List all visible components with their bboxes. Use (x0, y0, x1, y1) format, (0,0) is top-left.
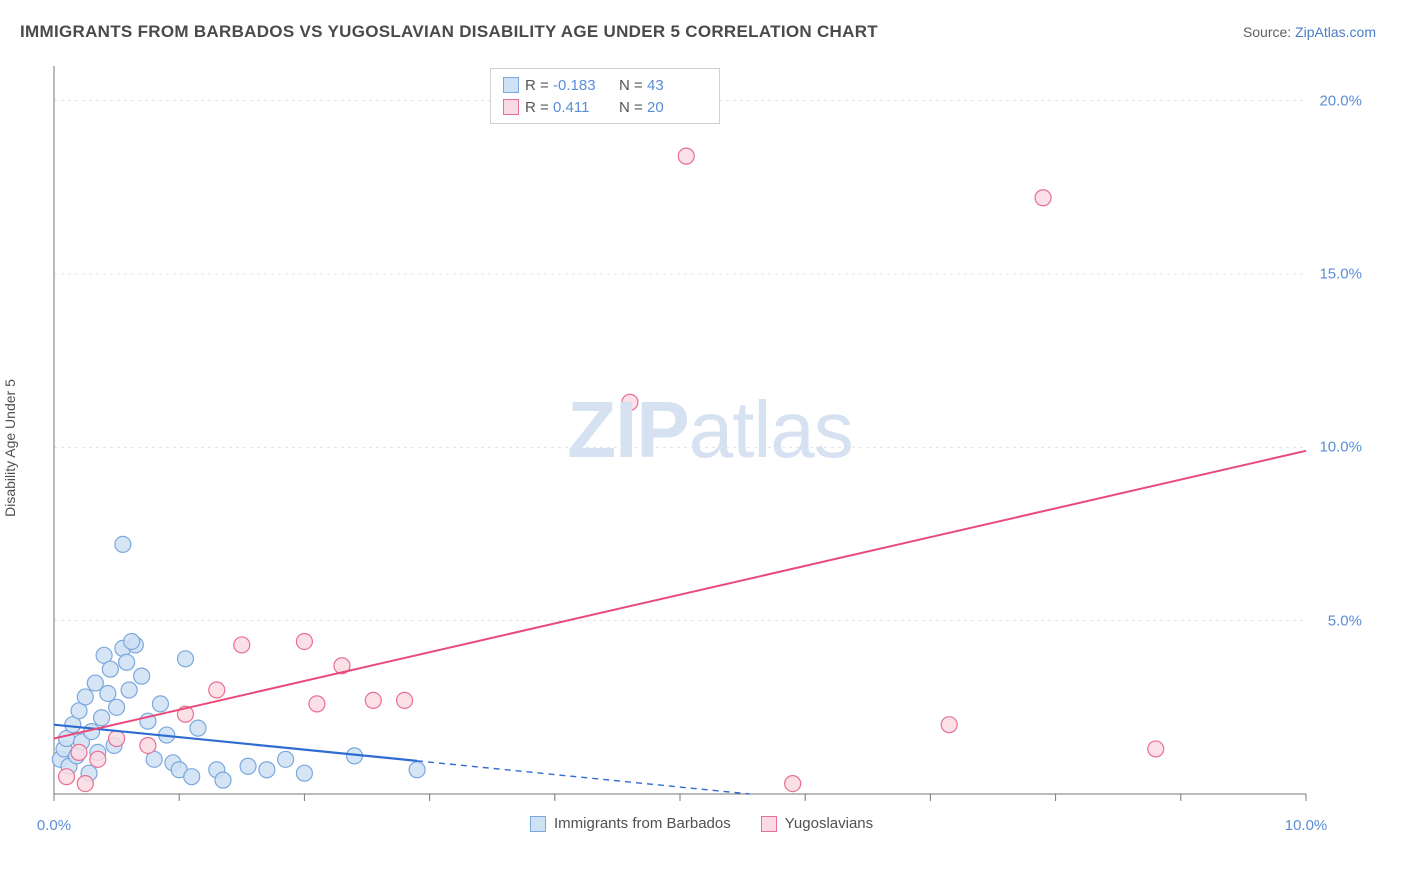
legend-item: Yugoslavians (761, 815, 873, 832)
n-stat: N =20 (619, 99, 707, 116)
source-link[interactable]: ZipAtlas.com (1295, 24, 1376, 40)
correlation-legend: R =-0.183 N =43 R =0.411 N =20 (490, 68, 720, 124)
r-stat: R =-0.183 (525, 77, 613, 94)
n-stat: N =43 (619, 77, 707, 94)
r-stat: R =0.411 (525, 99, 613, 116)
scatter-plot (50, 60, 1370, 830)
x-tick-label: 0.0% (37, 817, 71, 834)
y-tick-label: 20.0% (1319, 92, 1362, 109)
legend-row: R =0.411 N =20 (503, 96, 707, 118)
legend-swatch (530, 816, 546, 832)
source-prefix: Source: (1243, 24, 1295, 40)
source-line: Source: ZipAtlas.com (1243, 24, 1376, 40)
page-title: IMMIGRANTS FROM BARBADOS VS YUGOSLAVIAN … (20, 22, 878, 42)
y-tick-label: 10.0% (1319, 439, 1362, 456)
legend-item: Immigrants from Barbados (530, 815, 731, 832)
legend-swatch (503, 99, 519, 115)
legend-label: Yugoslavians (785, 815, 873, 832)
chart-area: ZIPatlas R =-0.183 N =43 R =0.411 N =20 … (50, 60, 1370, 830)
legend-row: R =-0.183 N =43 (503, 74, 707, 96)
y-axis-label: Disability Age Under 5 (2, 379, 18, 517)
legend-swatch (761, 816, 777, 832)
x-tick-label: 10.0% (1285, 817, 1328, 834)
y-tick-label: 5.0% (1328, 612, 1362, 629)
y-tick-label: 15.0% (1319, 266, 1362, 283)
legend-label: Immigrants from Barbados (554, 815, 731, 832)
series-legend: Immigrants from Barbados Yugoslavians (530, 815, 873, 832)
legend-swatch (503, 77, 519, 93)
